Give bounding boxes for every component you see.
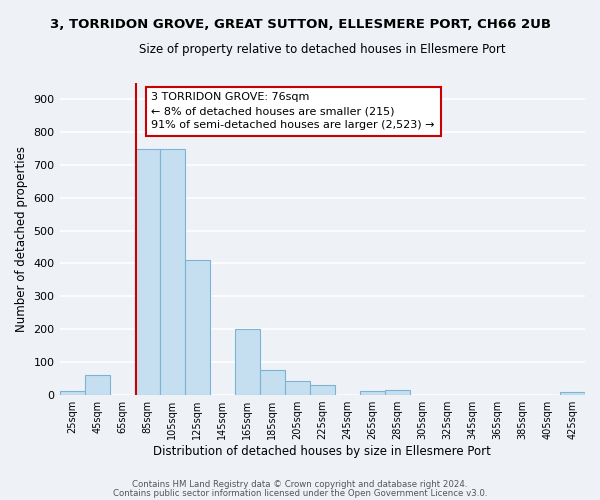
Bar	[285, 382, 310, 394]
Bar	[360, 392, 385, 394]
Text: Contains HM Land Registry data © Crown copyright and database right 2024.: Contains HM Land Registry data © Crown c…	[132, 480, 468, 489]
Bar	[260, 370, 285, 394]
Y-axis label: Number of detached properties: Number of detached properties	[15, 146, 28, 332]
Text: Contains public sector information licensed under the Open Government Licence v3: Contains public sector information licen…	[113, 488, 487, 498]
Bar	[160, 148, 185, 394]
Bar	[385, 390, 410, 394]
Bar	[235, 329, 260, 394]
Bar	[59, 392, 85, 394]
Title: Size of property relative to detached houses in Ellesmere Port: Size of property relative to detached ho…	[139, 42, 506, 56]
X-axis label: Distribution of detached houses by size in Ellesmere Port: Distribution of detached houses by size …	[154, 444, 491, 458]
Bar	[310, 386, 335, 394]
Text: 3 TORRIDON GROVE: 76sqm
← 8% of detached houses are smaller (215)
91% of semi-de: 3 TORRIDON GROVE: 76sqm ← 8% of detached…	[151, 92, 435, 130]
Bar	[134, 148, 160, 394]
Bar	[185, 260, 209, 394]
Bar	[85, 375, 110, 394]
Text: 3, TORRIDON GROVE, GREAT SUTTON, ELLESMERE PORT, CH66 2UB: 3, TORRIDON GROVE, GREAT SUTTON, ELLESME…	[49, 18, 551, 30]
Bar	[560, 392, 585, 394]
